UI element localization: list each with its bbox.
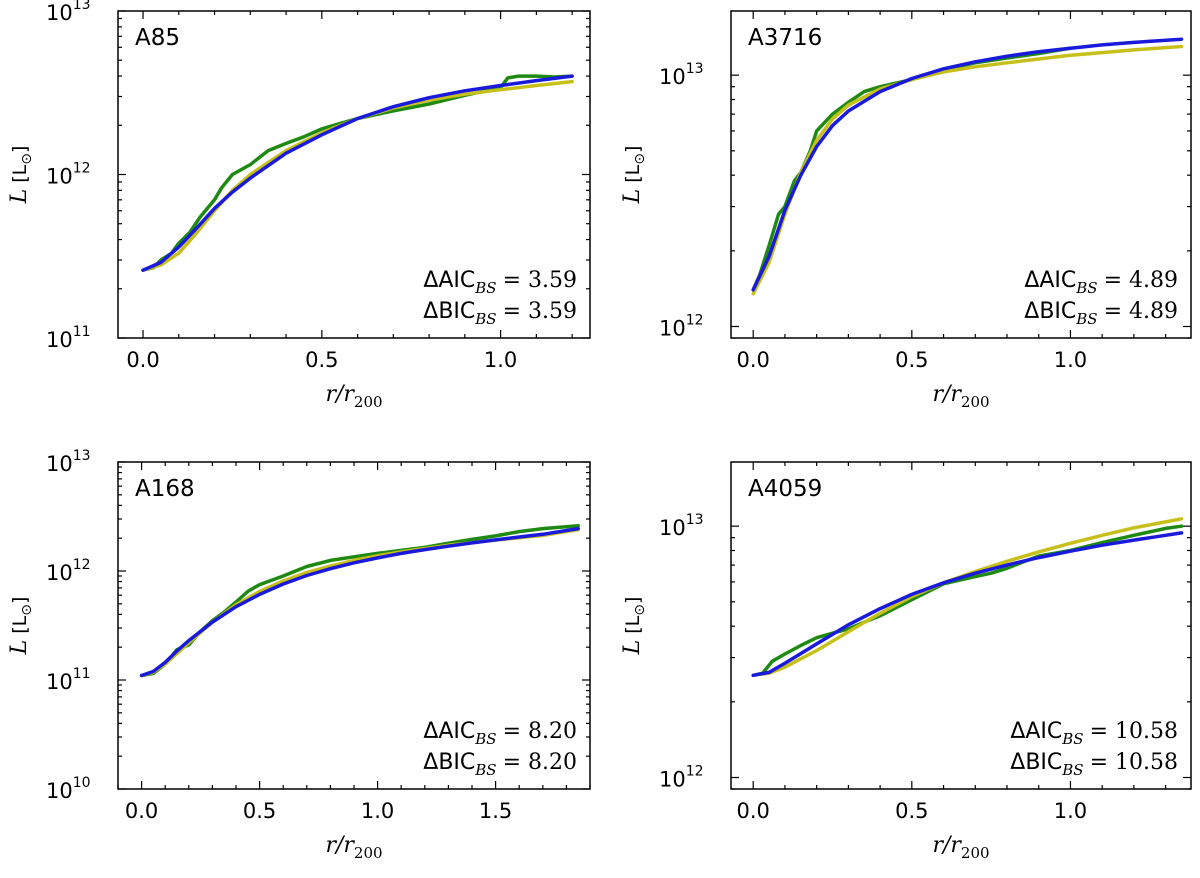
x-ticks [117, 462, 591, 789]
series-data [139, 524, 580, 678]
y-ticks [118, 461, 590, 790]
y-ticks [731, 74, 1191, 339]
series-model-2 [751, 531, 1184, 678]
panel-title: A85 [135, 25, 180, 51]
panel-title: A4059 [748, 476, 822, 502]
y-axis-label: L [L⊙] [7, 597, 35, 656]
y-tick-label: 1012 [46, 161, 91, 189]
plot-frame [730, 461, 1192, 790]
panel-title: A3716 [748, 25, 822, 51]
plot-frame [730, 10, 1192, 339]
panel-a4059: 0.0 0.5 1.0 1012 1013 A4059 ΔAICBS = 10.58ΔBICB… [620, 461, 1192, 862]
series-data [751, 524, 1184, 678]
delta-aic-annotation: ΔAICBS = 8.20 [423, 719, 577, 748]
x-ticks [752, 11, 1167, 338]
y-axis-label: L [L⊙] [620, 146, 648, 205]
x-tick-label: 0.5 [243, 799, 276, 823]
series-model-1 [141, 79, 574, 272]
series-model-2 [139, 526, 580, 678]
y-tick-label: 1013 [659, 61, 704, 89]
y-ticks [118, 10, 590, 339]
y-axis-label: L [L⊙] [620, 597, 648, 656]
y-tick-label: 1012 [659, 763, 704, 791]
x-ticks [752, 462, 1167, 789]
x-tick-label: 0.0 [126, 348, 159, 372]
delta-aic-annotation: ΔAICBS = 4.89 [1024, 268, 1178, 297]
delta-bic-annotation: ΔBICBS = 3.59 [423, 299, 577, 328]
series-model-1 [751, 44, 1184, 296]
panel-title: A168 [135, 476, 195, 502]
x-tick-label: 0.0 [737, 799, 770, 823]
series-model-2 [751, 37, 1184, 292]
x-axis-label: r/r200 [325, 382, 382, 411]
x-tick-label: 0.0 [125, 799, 158, 823]
x-ticks [142, 11, 573, 338]
y-tick-label: 1013 [46, 448, 91, 476]
delta-bic-annotation: ΔBICBS = 4.89 [1024, 299, 1178, 328]
delta-aic-annotation: ΔAICBS = 10.58 [1010, 719, 1178, 748]
panel-a3716: 0.0 0.5 1.0 1012 1013 A3716 ΔAICBS = 4.89ΔBICBS… [620, 10, 1192, 411]
x-tick-label: 0.5 [895, 348, 928, 372]
panel-a85: 0.0 0.5 1.0 1011 1012 1013 A85 ΔAICBS = 3.59ΔBIC… [7, 0, 591, 411]
x-axis-label: r/r200 [932, 833, 989, 862]
x-tick-label: 1.0 [1054, 799, 1087, 823]
series-model-2 [141, 74, 574, 272]
panel-a168: 0.0 0.5 1.0 1.5 1010 1011 1012 1013 A168 ΔAICBS = … [7, 448, 591, 862]
delta-bic-annotation: ΔBICBS = 10.58 [1010, 750, 1178, 779]
y-axis-label: L [L⊙] [7, 146, 35, 205]
x-axis-label: r/r200 [325, 833, 382, 862]
y-tick-label: 1012 [659, 312, 704, 340]
y-tick-label: 1012 [46, 557, 91, 585]
y-tick-label: 1013 [46, 0, 91, 25]
y-tick-label: 1011 [46, 666, 91, 694]
delta-bic-annotation: ΔBICBS = 8.20 [423, 750, 577, 779]
x-tick-label: 1.0 [1054, 348, 1087, 372]
x-axis-label: r/r200 [932, 382, 989, 411]
y-tick-label: 1011 [46, 324, 91, 352]
y-tick-label: 1010 [46, 775, 91, 803]
x-tick-label: 1.0 [484, 348, 517, 372]
series-model-1 [139, 527, 580, 678]
x-tick-label: 0.5 [305, 348, 338, 372]
y-ticks [731, 525, 1191, 790]
series-data [141, 74, 574, 272]
x-tick-label: 1.5 [479, 799, 512, 823]
y-tick-label: 1013 [659, 512, 704, 540]
x-tick-label: 0.5 [895, 799, 928, 823]
x-tick-label: 0.0 [737, 348, 770, 372]
delta-aic-annotation: ΔAICBS = 3.59 [423, 268, 577, 297]
x-tick-label: 1.0 [361, 799, 394, 823]
